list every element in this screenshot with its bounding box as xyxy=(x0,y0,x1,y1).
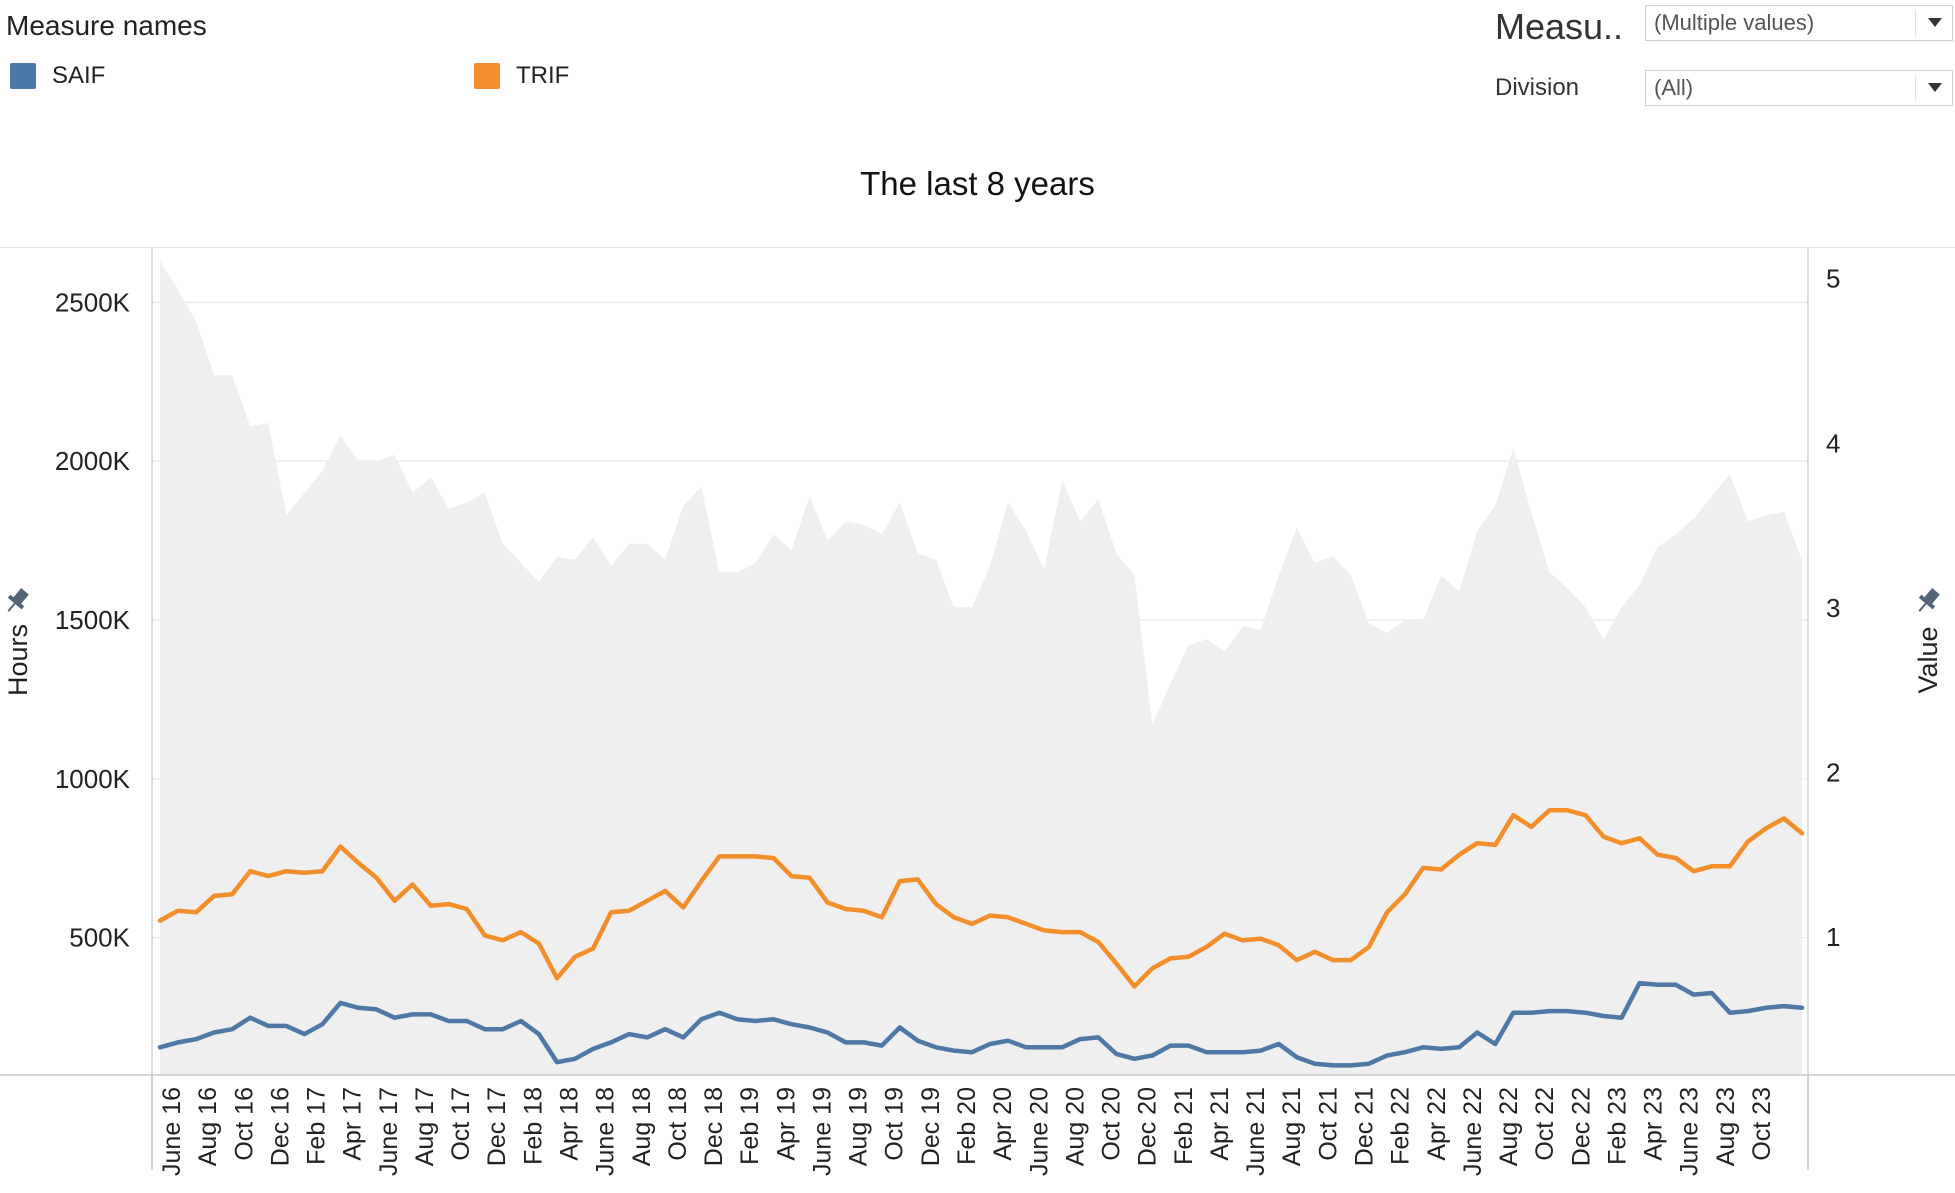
right-axis-ticks: 1 2 3 4 5 xyxy=(1826,264,1840,952)
legend-title: Measure names xyxy=(6,10,207,41)
x-tick-label: Aug 18 xyxy=(628,1087,656,1166)
left-axis-label: Hours xyxy=(3,624,33,696)
x-tick-label: Dec 16 xyxy=(266,1087,294,1166)
right-tick-label: 2 xyxy=(1826,757,1840,787)
x-tick-label: Feb 18 xyxy=(519,1087,547,1165)
x-tick-label: Oct 23 xyxy=(1748,1087,1776,1161)
division-filter-dropdown[interactable]: (All) xyxy=(1645,70,1953,106)
x-tick-label: Dec 21 xyxy=(1351,1087,1379,1166)
x-tick-label: Oct 20 xyxy=(1098,1087,1126,1161)
x-tick-label: Aug 17 xyxy=(411,1087,439,1166)
x-tick-label: Oct 21 xyxy=(1314,1087,1342,1161)
x-tick-label: Feb 17 xyxy=(303,1087,331,1165)
right-axis-label: Value xyxy=(1913,626,1943,693)
x-tick-label: Dec 17 xyxy=(483,1087,511,1166)
x-tick-label: Dec 19 xyxy=(917,1087,945,1166)
left-axis-ticks: 500K 1000K 1500K 2000K 2500K xyxy=(55,287,131,952)
x-tick-label: Aug 21 xyxy=(1278,1087,1306,1166)
x-tick-label: Aug 23 xyxy=(1712,1087,1740,1166)
x-tick-label: Aug 22 xyxy=(1495,1087,1523,1166)
x-tick-label: Feb 20 xyxy=(953,1087,981,1165)
left-tick-label: 500K xyxy=(69,923,130,953)
legend-label-saif: SAIF xyxy=(52,62,106,89)
left-tick-label: 2500K xyxy=(55,287,131,317)
right-tick-label: 4 xyxy=(1826,428,1840,458)
x-tick-label: Aug 19 xyxy=(845,1087,873,1166)
x-tick-label: Oct 18 xyxy=(664,1087,692,1161)
x-tick-label: Apr 22 xyxy=(1423,1087,1451,1161)
legend-label-trif: TRIF xyxy=(516,62,570,89)
x-tick-label: Dec 18 xyxy=(700,1087,728,1166)
chart-title: The last 8 years xyxy=(860,165,1095,202)
x-tick-label: June 22 xyxy=(1459,1087,1487,1176)
x-tick-label: June 16 xyxy=(158,1087,186,1176)
x-tick-label: Apr 21 xyxy=(1206,1087,1234,1161)
x-tick-label: Apr 17 xyxy=(339,1087,367,1161)
series-line-saif[interactable] xyxy=(157,980,1805,1068)
saif-swatch xyxy=(10,63,36,89)
x-tick-label: June 18 xyxy=(592,1087,620,1176)
left-tick-label: 1500K xyxy=(55,605,131,635)
chevron-down-icon xyxy=(1928,18,1942,27)
x-tick-label: June 17 xyxy=(375,1087,403,1176)
pin-icon[interactable] xyxy=(1,585,32,616)
x-axis-ticks: June 16 Aug 16 Oct 16 Dec 16 Feb 17 Apr 17 Jun… xyxy=(158,1087,1776,1176)
right-tick-label: 3 xyxy=(1826,593,1840,623)
division-filter-value: (All) xyxy=(1654,75,1694,100)
x-tick-label: Apr 20 xyxy=(989,1087,1017,1161)
hours-area[interactable] xyxy=(160,261,1802,1074)
dropdown-divider xyxy=(1915,10,1916,36)
chevron-down-icon xyxy=(1928,83,1942,92)
x-tick-label: Oct 19 xyxy=(881,1087,909,1161)
chart-top-border xyxy=(0,247,1955,248)
x-tick-label: Feb 21 xyxy=(1170,1087,1198,1165)
x-tick-label: Apr 18 xyxy=(556,1087,584,1161)
x-tick-label: Aug 20 xyxy=(1061,1087,1089,1166)
measure-filter-label: Measu.. xyxy=(1495,6,1624,47)
division-filter-label: Division xyxy=(1495,74,1580,101)
dropdown-divider xyxy=(1915,75,1916,101)
measure-filter-value: (Multiple values) xyxy=(1654,10,1815,35)
series-line-trif[interactable] xyxy=(157,808,1805,989)
legend-item-trif[interactable]: TRIF xyxy=(474,62,569,90)
x-tick-label: Aug 16 xyxy=(194,1087,222,1166)
series-layer xyxy=(157,261,1805,1074)
measure-filter-dropdown[interactable]: (Multiple values) xyxy=(1645,5,1953,41)
x-tick-label: June 20 xyxy=(1025,1087,1053,1176)
x-tick-label: Oct 17 xyxy=(447,1087,475,1161)
x-tick-label: Feb 22 xyxy=(1387,1087,1415,1165)
x-tick-label: Feb 23 xyxy=(1603,1087,1631,1165)
left-tick-label: 1000K xyxy=(55,764,131,794)
pin-icon[interactable] xyxy=(1912,585,1943,616)
x-tick-label: Apr 19 xyxy=(772,1087,800,1161)
x-tick-label: Dec 20 xyxy=(1134,1087,1162,1166)
x-tick-label: Oct 16 xyxy=(230,1087,258,1161)
legend-item-saif[interactable]: SAIF xyxy=(10,62,105,90)
right-tick-label: 5 xyxy=(1826,264,1840,294)
x-tick-label: Dec 22 xyxy=(1567,1087,1595,1166)
x-tick-label: June 23 xyxy=(1676,1087,1704,1176)
x-tick-label: June 19 xyxy=(808,1087,836,1176)
x-tick-label: Oct 22 xyxy=(1531,1087,1559,1161)
x-tick-label: June 21 xyxy=(1242,1087,1270,1176)
x-tick-label: Apr 23 xyxy=(1640,1087,1668,1161)
left-tick-label: 2000K xyxy=(55,446,131,476)
right-tick-label: 1 xyxy=(1826,922,1840,952)
x-tick-label: Feb 19 xyxy=(736,1087,764,1165)
trif-swatch xyxy=(474,63,500,89)
